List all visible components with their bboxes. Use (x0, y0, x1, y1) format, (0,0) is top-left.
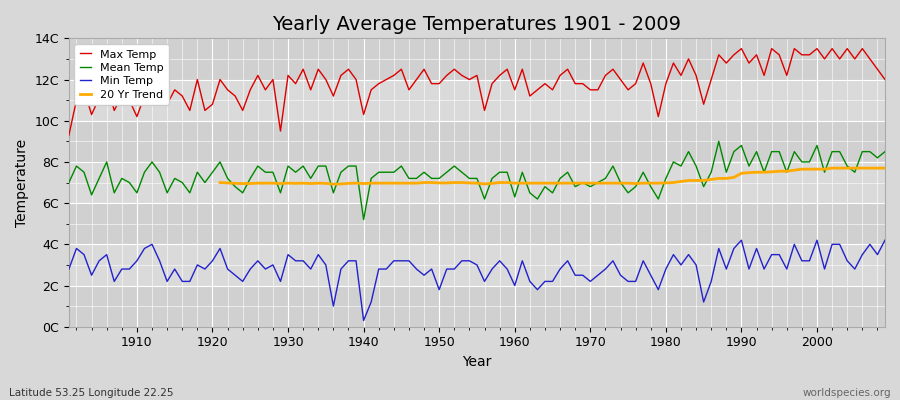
Line: Mean Temp: Mean Temp (69, 141, 885, 220)
Max Temp (124, 98, 135, 102)
Min Temp (124, 267, 135, 272)
Mean Temp (290, 170, 301, 175)
Max Temp (336, 73, 346, 78)
Line: Min Temp: Min Temp (69, 240, 885, 320)
Min Temp (879, 238, 890, 243)
Max Temp (64, 133, 75, 138)
Min Temp (336, 267, 346, 272)
Bar (69, 121, 885, 162)
Max Temp (879, 77, 890, 82)
Mean Temp (714, 139, 724, 144)
Max Temp (600, 73, 611, 78)
Min Temp (736, 238, 747, 243)
Min Temp (290, 258, 301, 263)
20 Yr Trend (298, 181, 309, 186)
Text: worldspecies.org: worldspecies.org (803, 388, 891, 398)
Mean Temp (879, 149, 890, 154)
Legend: Max Temp, Mean Temp, Min Temp, 20 Yr Trend: Max Temp, Mean Temp, Min Temp, 20 Yr Tre… (75, 44, 169, 106)
Line: 20 Yr Trend: 20 Yr Trend (220, 168, 885, 184)
Bar (69, 38, 885, 80)
20 Yr Trend (214, 180, 225, 185)
Max Temp (290, 81, 301, 86)
Min Temp (509, 283, 520, 288)
20 Yr Trend (328, 182, 338, 186)
Bar (69, 80, 885, 121)
Bar (69, 162, 885, 203)
Max Temp (509, 88, 520, 92)
Max Temp (736, 46, 747, 51)
20 Yr Trend (812, 167, 823, 172)
Title: Yearly Average Temperatures 1901 - 2009: Yearly Average Temperatures 1901 - 2009 (273, 15, 681, 34)
Bar (69, 286, 885, 327)
Mean Temp (509, 194, 520, 199)
X-axis label: Year: Year (463, 355, 491, 369)
Bar (69, 244, 885, 286)
20 Yr Trend (562, 181, 573, 186)
Min Temp (517, 258, 527, 263)
Line: Max Temp: Max Temp (69, 49, 885, 135)
20 Yr Trend (358, 181, 369, 186)
20 Yr Trend (283, 181, 293, 186)
Min Temp (358, 318, 369, 323)
20 Yr Trend (479, 182, 490, 186)
Mean Temp (517, 170, 527, 175)
Mean Temp (358, 217, 369, 222)
20 Yr Trend (827, 166, 838, 170)
Text: Latitude 53.25 Longitude 22.25: Latitude 53.25 Longitude 22.25 (9, 388, 174, 398)
20 Yr Trend (879, 166, 890, 170)
Y-axis label: Temperature: Temperature (15, 138, 29, 226)
Mean Temp (64, 180, 75, 185)
Mean Temp (336, 170, 346, 175)
Mean Temp (124, 180, 135, 185)
Min Temp (64, 267, 75, 272)
Min Temp (608, 258, 618, 263)
Max Temp (502, 67, 513, 72)
Bar (69, 203, 885, 244)
Mean Temp (608, 164, 618, 168)
